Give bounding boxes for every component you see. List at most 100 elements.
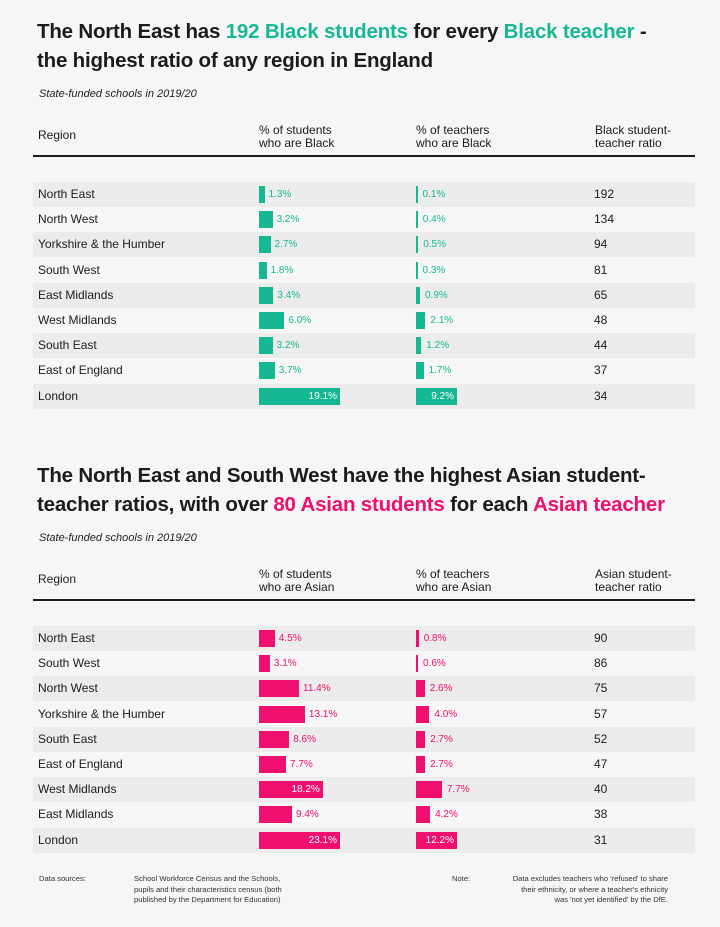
students-value-label: 1.8% [270,264,294,276]
teachers-value-label: 1.2% [426,340,450,352]
teachers-bar [416,756,426,773]
ratio-value: 81 [594,262,608,277]
chart-title: The North East has 192 Black students fo… [37,17,720,75]
ratio-value: 52 [594,731,608,746]
sources-label: Data sources: [39,874,86,883]
header-line: % of teachers [416,123,490,137]
table-row: West Midlands 6.0% 2.1% 48 [33,308,695,333]
students-bar [259,655,270,673]
teachers-bar [416,186,418,203]
teachers-value-label: 2.7% [430,759,453,770]
students-value-label: 11.4% [303,683,331,695]
students-bar [259,312,285,329]
students-bar [259,831,340,849]
header-ratio: Black student-teacher ratio [595,124,671,149]
table-row: North West 3.2% 0.4% 134 [33,207,695,232]
ratio-value: 75 [594,681,608,696]
table-row: London 23.1% 12.2% 31 [33,827,695,853]
teachers-value-label: 4.2% [435,809,458,821]
students-value-label: 3.7% [278,365,302,377]
header-teachers: % of teachers who are Asian [416,568,491,593]
ratio-value: 34 [594,388,608,403]
chart-subtitle: State-funded schools in 2019/20 [39,88,197,100]
sources-line: School Workforce Census and the Schools, [134,874,281,883]
teachers-value-label: 0.6% [423,658,446,670]
region-name: South East [38,731,97,746]
note-line: Data excludes teachers who 'refused' to … [512,874,668,883]
region-name: South East [38,338,97,353]
region-name: North East [38,631,95,645]
title-text: The North East and South West have the h… [37,464,646,487]
title-text: The North East has [37,20,226,43]
table-row: South East 3.2% 1.2% 44 [33,333,695,359]
teachers-value-label: 0.8% [423,633,447,644]
teachers-value-label: 4.0% [434,708,458,720]
teachers-value-label: 0.5% [423,239,446,251]
students-bar [259,806,292,824]
table-row: North East 1.3% 0.1% 192 [33,182,695,207]
students-value-label: 3.1% [273,658,297,670]
students-value-label: 6.0% [288,315,312,326]
teachers-value-label: 1.7% [428,365,452,377]
header-ratio: Asian student-teacher ratio [595,568,672,593]
region-name: East of England [38,363,123,378]
students-bar [259,286,274,304]
students-bar [259,387,340,405]
ratio-value: 192 [594,187,615,201]
region-name: North West [38,212,98,227]
header-line: who are Black [416,135,492,150]
teachers-value-label: 7.7% [446,784,470,796]
students-bar [259,337,273,355]
teachers-value-label: 0.3% [422,264,446,276]
note-text: Data excludes teachers who 'refused' to … [513,874,668,906]
region-name: East Midlands [38,287,114,302]
teachers-bar [416,630,419,647]
table-row: London 19.1% 9.2% 34 [33,383,695,409]
region-name: South West [38,262,100,277]
students-value-label: 3.2% [276,214,300,226]
region-name: Yorkshire & the Humber [38,237,165,252]
students-value-label: 19.1% [308,390,337,402]
students-value-label: 3.4% [277,289,301,301]
ratio-value: 86 [594,656,608,671]
students-bar [259,705,305,723]
ratio-value: 90 [594,631,608,645]
students-bar [259,236,271,254]
students-value-label: 7.7% [290,759,313,770]
teachers-bar [416,831,457,849]
header-students: % of students who are Black [259,124,334,149]
teachers-bar [416,211,418,229]
region-name: West Midlands [38,782,117,797]
ratio-value: 31 [594,832,608,847]
title-highlight: Black teacher [503,20,635,43]
students-bar [259,680,299,698]
teachers-bar [416,781,442,799]
sources-text: School Workforce Census and the Schools,… [134,874,282,906]
ratio-value: 40 [594,782,608,797]
teachers-value-label: 9.2% [431,390,454,402]
teachers-bar [416,312,426,329]
note-label: Note: [452,874,471,883]
header-students: % of students who are Asian [259,568,334,593]
teachers-bar [416,655,418,673]
students-bar [259,630,275,647]
students-value-label: 4.5% [278,633,302,644]
teachers-bar [416,806,431,824]
header-region: Region [38,128,77,142]
table-row: East Midlands 3.4% 0.9% 65 [33,282,695,308]
students-bar [259,781,323,799]
region-name: South West [38,656,100,671]
sources-line: pupils and their characteristics census … [134,884,282,894]
ratio-value: 38 [594,807,608,822]
title-text: for every [407,20,504,43]
title-text: teacher ratios, with over [37,493,274,516]
chart-title: The North East and South West have the h… [37,461,720,519]
teachers-value-label: 2.1% [430,315,454,326]
header-line: % of teachers [416,567,490,581]
header-line: teacher ratio [595,135,662,150]
ratio-value: 65 [594,287,608,302]
ratio-value: 44 [594,338,608,353]
students-bar [259,261,267,279]
region-name: Yorkshire & the Humber [38,706,165,721]
teachers-value-label: 0.1% [422,189,446,200]
